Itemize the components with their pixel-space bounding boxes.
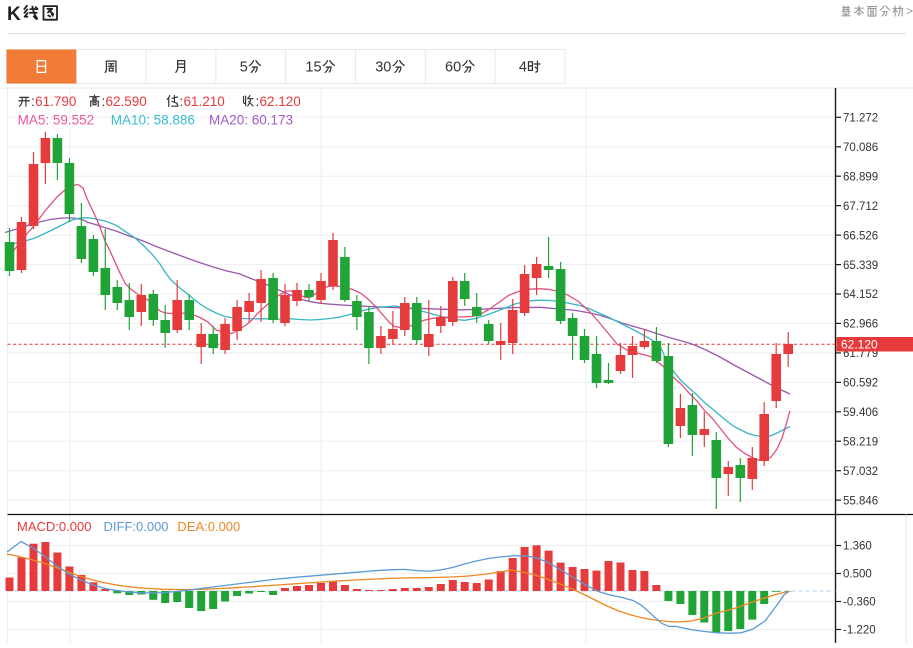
svg-text:62.120: 62.120	[260, 94, 301, 109]
svg-text:0.500: 0.500	[843, 569, 872, 581]
svg-text:58.219: 58.219	[843, 436, 878, 448]
svg-text:61.210: 61.210	[184, 94, 225, 109]
svg-text:DEA:0.000: DEA:0.000	[177, 519, 240, 534]
svg-text:68.899: 68.899	[843, 171, 878, 183]
svg-text:4: 4	[519, 60, 527, 76]
svg-text:61.790: 61.790	[35, 94, 76, 109]
svg-text:MACD:0.000: MACD:0.000	[17, 519, 91, 534]
svg-text:67.712: 67.712	[843, 201, 878, 213]
svg-text:64.152: 64.152	[843, 289, 878, 301]
svg-text:62.120: 62.120	[841, 338, 878, 352]
svg-text:66.526: 66.526	[843, 230, 878, 242]
svg-text:15: 15	[305, 60, 321, 76]
svg-text:-0.360: -0.360	[843, 597, 876, 609]
svg-text:60: 60	[445, 60, 461, 76]
svg-text:MA20: 60.173: MA20: 60.173	[209, 113, 293, 128]
svg-text:K: K	[7, 4, 21, 25]
svg-text:60.592: 60.592	[843, 378, 878, 390]
svg-text:62.590: 62.590	[106, 94, 147, 109]
svg-text:1.360: 1.360	[843, 541, 872, 553]
svg-text:65.339: 65.339	[843, 260, 878, 272]
svg-text:62.966: 62.966	[843, 319, 878, 331]
svg-text:57.032: 57.032	[843, 466, 878, 478]
svg-text:30: 30	[375, 60, 391, 76]
svg-text:71.272: 71.272	[843, 113, 878, 125]
svg-text:55.846: 55.846	[843, 495, 878, 507]
svg-text:-1.220: -1.220	[843, 625, 876, 637]
svg-text:DIFF:0.000: DIFF:0.000	[104, 519, 169, 534]
svg-text:70.086: 70.086	[843, 142, 878, 154]
svg-text:>: >	[906, 4, 913, 18]
svg-text:59.406: 59.406	[843, 407, 878, 419]
svg-text:MA5: 59.552: MA5: 59.552	[18, 113, 95, 128]
svg-text:MA10: 58.886: MA10: 58.886	[111, 113, 195, 128]
svg-text:5: 5	[240, 60, 248, 76]
